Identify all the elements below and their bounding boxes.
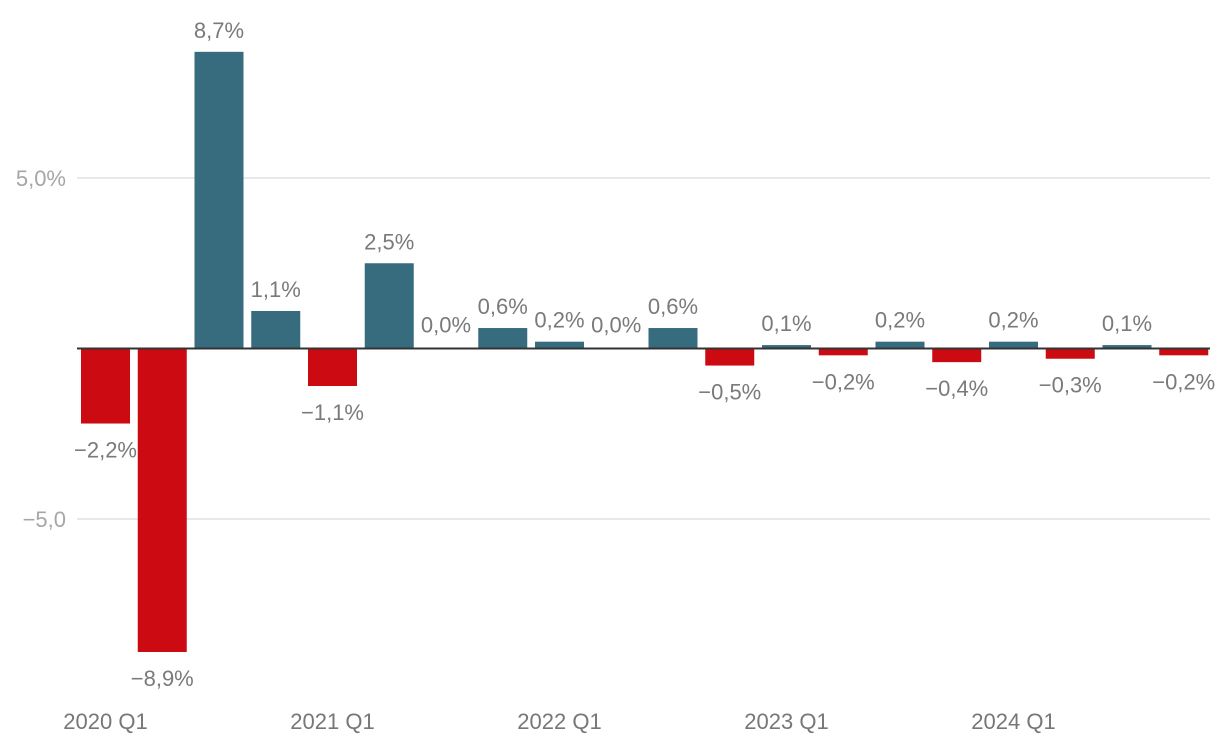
data-label: 0,6% [648, 294, 698, 319]
bar-2021-q1 [308, 348, 357, 387]
bar-2023-q3 [875, 341, 925, 349]
bar-2021-q2 [364, 263, 414, 349]
grid-layer [77, 177, 1210, 520]
data-label: −2,2% [74, 438, 137, 463]
y-axis-labels: 5,0% −5,0 [16, 166, 66, 532]
bar-2020-q1 [81, 348, 130, 424]
data-label: 1,1% [251, 277, 301, 302]
data-label: 0,1% [1102, 311, 1152, 336]
y-tick-label: 5,0% [16, 166, 66, 191]
bar-2022-q4 [705, 348, 755, 366]
bar-2021-q4 [478, 328, 528, 349]
data-label: 0,2% [534, 308, 584, 333]
data-label: −0,4% [925, 376, 988, 401]
x-tick-label: 2021 Q1 [290, 709, 374, 734]
data-label: −0,3% [1039, 373, 1102, 398]
data-label: −0,5% [698, 380, 761, 405]
data-label: 0,1% [761, 311, 811, 336]
data-label: 0,6% [478, 294, 528, 319]
x-axis-labels: 2020 Q1 2021 Q1 2022 Q1 2023 Q1 2024 Q1 [63, 709, 1055, 734]
data-label: 0,2% [875, 308, 925, 333]
x-tick-label: 2023 Q1 [744, 709, 828, 734]
y-tick-label: −5,0 [23, 507, 66, 532]
data-label: 8,7% [194, 18, 244, 43]
data-label: 0,0% [591, 313, 641, 338]
data-labels-layer: −2,2%−8,9%8,7%1,1%−1,1%2,5%0,0%0,6%0,2% 0… [74, 18, 1215, 691]
data-label: −8,9% [131, 666, 194, 691]
data-label: −0,2% [812, 369, 875, 394]
bar-2023-q2 [818, 348, 868, 356]
x-tick-label: 2022 Q1 [517, 709, 601, 734]
data-label: 0,2% [988, 308, 1038, 333]
bar-2023-q1 [762, 345, 811, 349]
data-label: −1,1% [301, 400, 364, 425]
bar-2020-q2 [137, 348, 187, 652]
x-tick-label: 2020 Q1 [63, 709, 147, 734]
x-tick-label: 2024 Q1 [971, 709, 1055, 734]
bar-2022-q1 [535, 341, 584, 349]
data-label: −0,2% [1152, 369, 1215, 394]
bar-2024-q1 [989, 341, 1038, 349]
bar-2024-q4 [1159, 348, 1209, 356]
data-label: 0,0% [421, 313, 471, 338]
data-label: 2,5% [364, 229, 414, 254]
bar-2024-q3 [1102, 345, 1152, 349]
bars-layer [81, 51, 1209, 652]
bar-2020-q4 [251, 310, 301, 349]
bar-2024-q2 [1045, 348, 1095, 359]
bar-2020-q3 [194, 51, 244, 349]
bar-2022-q3 [648, 328, 698, 349]
bar-2023-q4 [932, 348, 982, 363]
